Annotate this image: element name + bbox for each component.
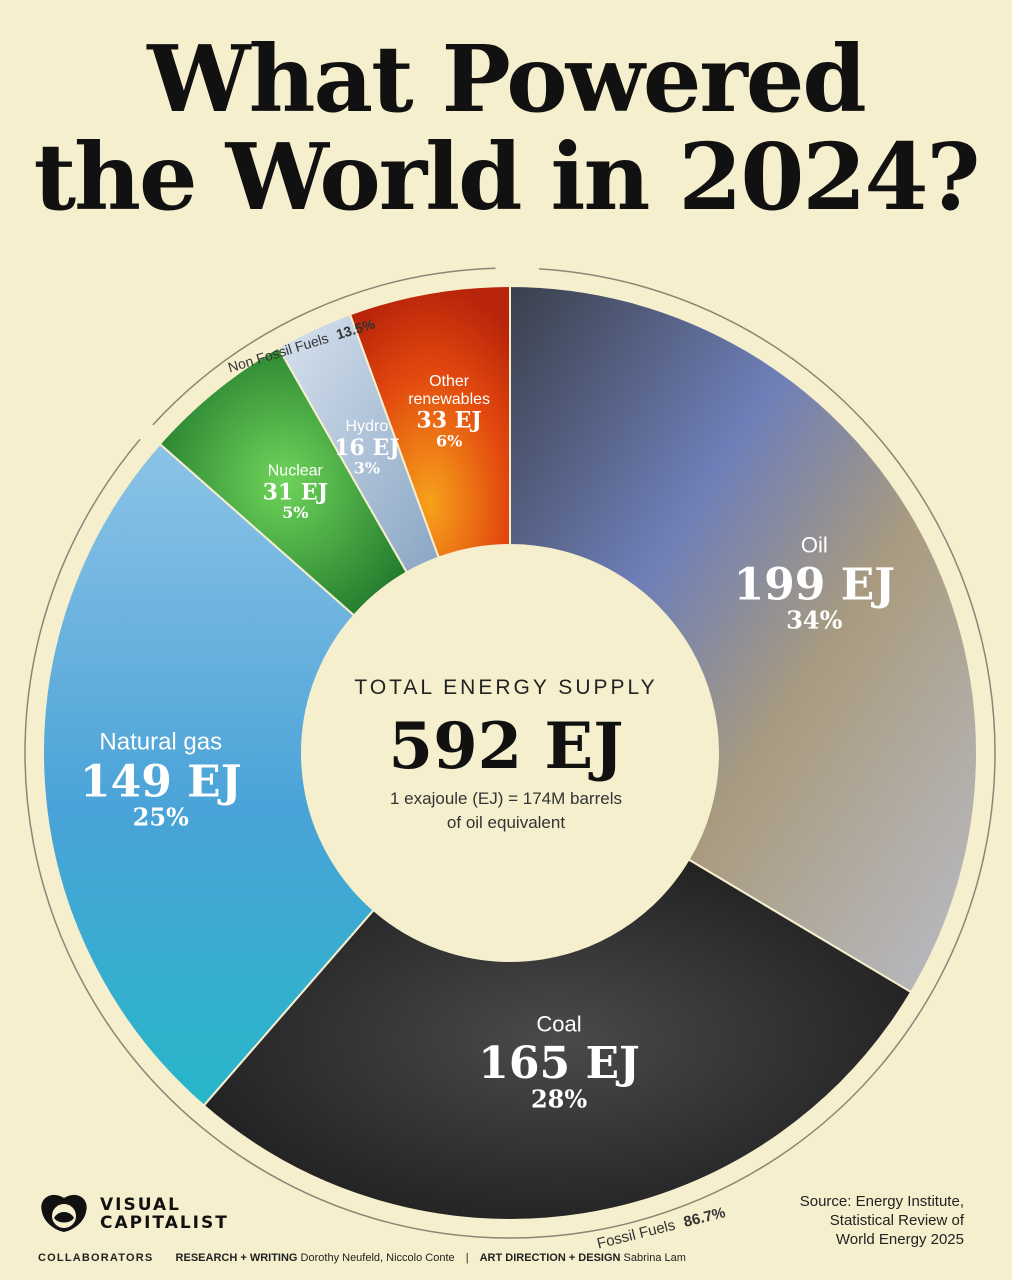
credits-research-names: Dorothy Neufeld, Niccolo Conte bbox=[300, 1252, 455, 1264]
label-nuclear-pct: 5% bbox=[282, 503, 308, 522]
label-coal-pct: 28% bbox=[531, 1085, 587, 1114]
label-natural-gas-value: 149 EJ bbox=[80, 756, 242, 807]
credits-art-label: ART DIRECTION + DESIGN bbox=[479, 1252, 621, 1264]
source-note: Source: Energy Institute, Statistical Re… bbox=[704, 1192, 964, 1249]
center-hole bbox=[302, 545, 718, 961]
label-other-renewables-pct: 6% bbox=[436, 431, 462, 450]
fossil-arc bbox=[24, 268, 996, 1239]
label-nuclear-value: 31 EJ bbox=[263, 480, 328, 506]
label-hydro-pct: 3% bbox=[354, 458, 380, 477]
label-hydro-value: 16 EJ bbox=[334, 435, 399, 461]
logo-line-2: CAPITALIST bbox=[100, 1213, 229, 1233]
source-line-2: Statistical Review of bbox=[829, 1212, 964, 1229]
center-note-line-1: 1 exajoule (EJ) = 174M barrels bbox=[390, 789, 622, 808]
credits: COLLABORATORS RESEARCH + WRITING Dorothy… bbox=[38, 1252, 686, 1264]
label-coal-name: Coal bbox=[536, 1012, 581, 1037]
logo-line-1: VISUAL bbox=[100, 1195, 181, 1215]
label-other-renewables-name: Other bbox=[429, 373, 470, 390]
logo-icon bbox=[41, 1194, 87, 1232]
label-natural-gas-name: Natural gas bbox=[99, 729, 222, 756]
credits-collaborators: COLLABORATORS bbox=[38, 1252, 154, 1264]
label-oil-name: Oil bbox=[801, 533, 828, 558]
title-line-1: What Powered bbox=[147, 25, 866, 133]
label-hydro-name: Hydro bbox=[346, 418, 389, 435]
title-line-2: the World in 2024? bbox=[33, 123, 981, 231]
label-other-renewables-name: renewables bbox=[408, 391, 490, 408]
label-oil-pct: 34% bbox=[786, 606, 842, 635]
label-other-renewables-value: 33 EJ bbox=[416, 408, 481, 434]
credits-research-label: RESEARCH + WRITING bbox=[175, 1252, 298, 1264]
non-fossil-arc bbox=[152, 267, 496, 426]
label-oil-value: 199 EJ bbox=[734, 559, 896, 610]
center-note-line-2: of oil equivalent bbox=[447, 813, 565, 832]
source-line-3: World Energy 2025 bbox=[835, 1231, 964, 1248]
label-nuclear-name: Nuclear bbox=[268, 463, 324, 480]
source-line-1: Source: Energy Institute, bbox=[799, 1193, 964, 1210]
visual-capitalist-logo: VISUAL CAPITALIST bbox=[38, 1192, 229, 1236]
credits-art-names: Sabrina Lam bbox=[623, 1252, 686, 1264]
label-coal-value: 165 EJ bbox=[478, 1038, 640, 1089]
center-heading: TOTAL ENERGY SUPPLY bbox=[354, 676, 657, 699]
chart-title: What Powered the World in 2024? bbox=[0, 30, 1012, 226]
credits-separator: | bbox=[465, 1252, 469, 1264]
center-total: 592 EJ bbox=[389, 709, 624, 784]
label-natural-gas-pct: 25% bbox=[133, 803, 189, 832]
